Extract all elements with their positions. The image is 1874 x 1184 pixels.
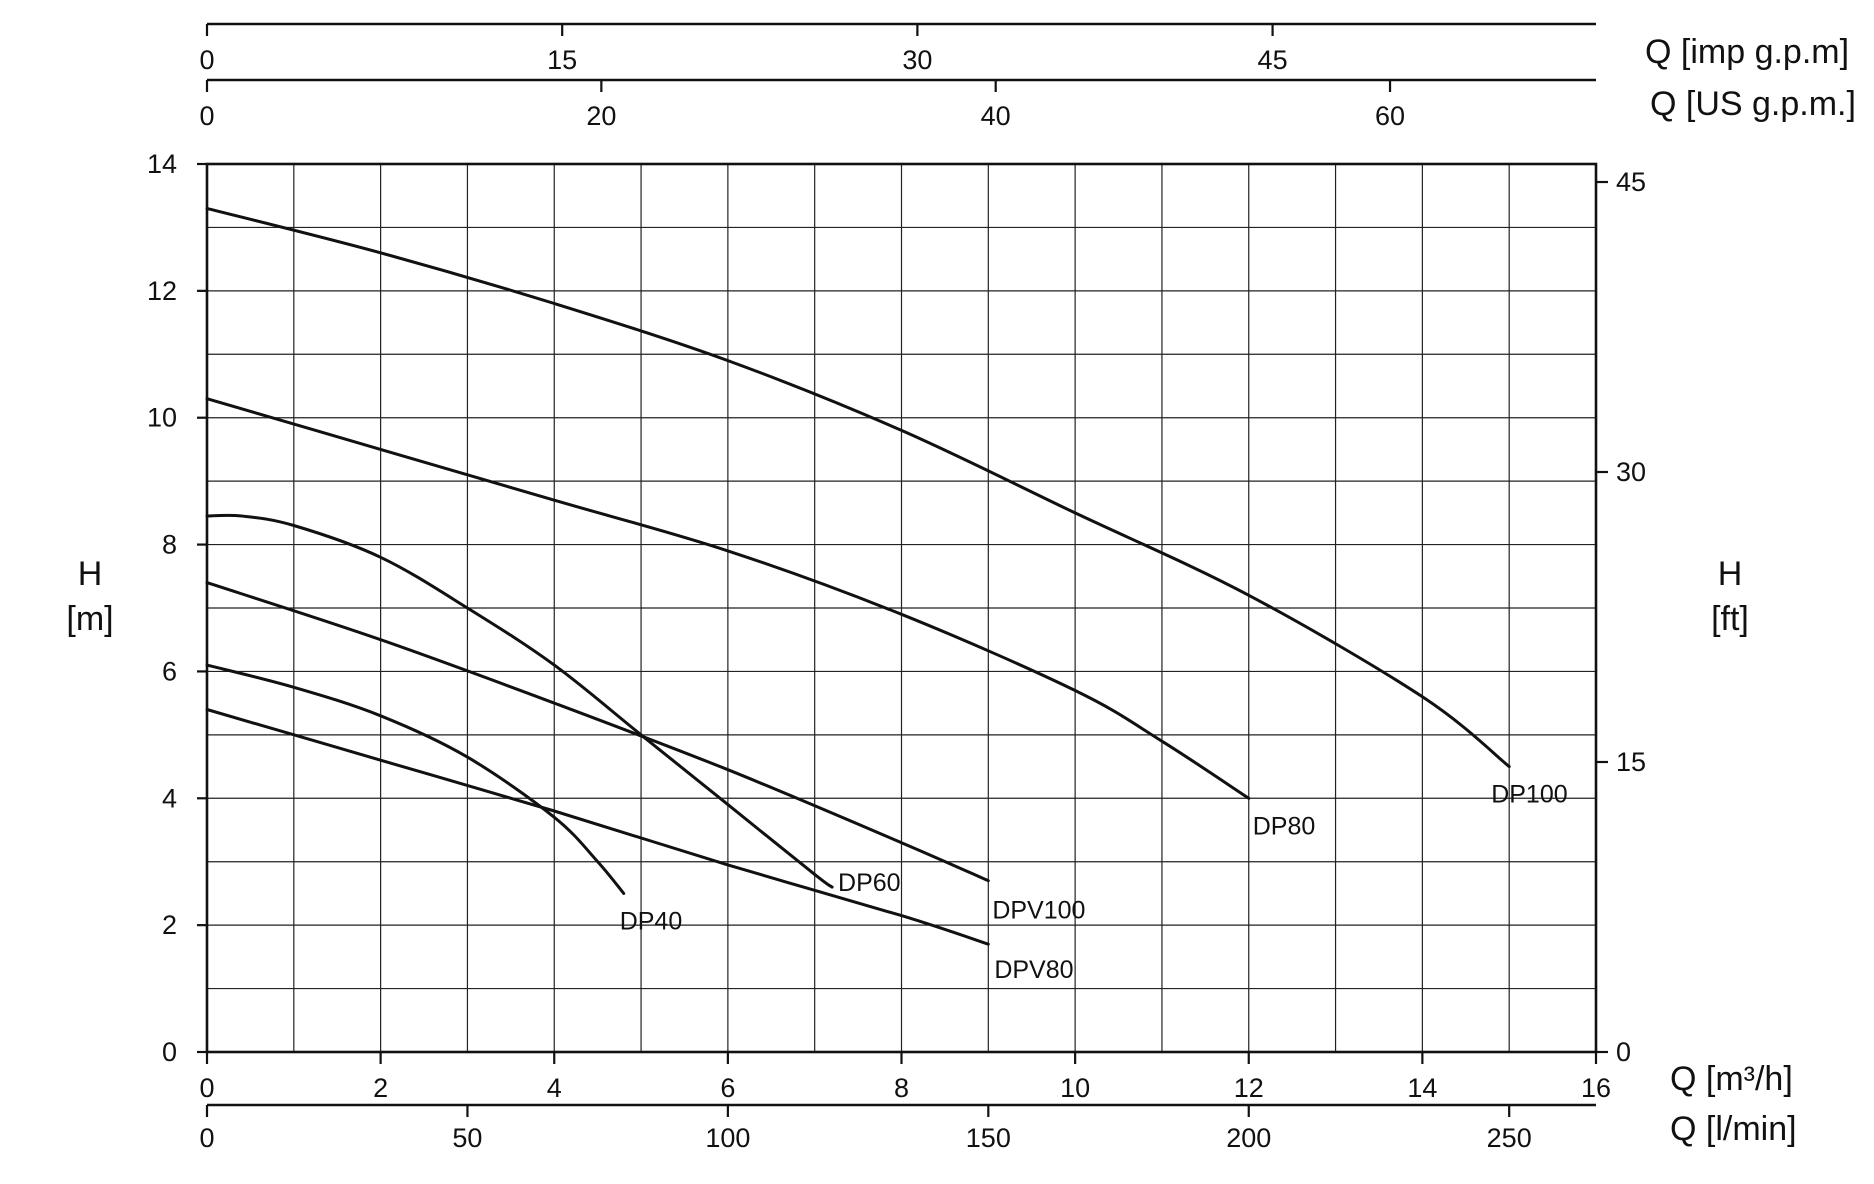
- x-tick-label-m3h: 0: [199, 1073, 214, 1103]
- curve-dp40: [205, 663, 626, 895]
- curve-dp80: [205, 397, 1251, 800]
- y-axis-title-m-symbol: H: [78, 555, 103, 593]
- y-tick-label-m: 10: [147, 403, 177, 433]
- x-tick-label-lmin: 250: [1487, 1123, 1532, 1153]
- x-tick-label-impgpm: 45: [1258, 45, 1288, 75]
- x-axis-title-lmin: Q [l/min]: [1670, 1110, 1797, 1148]
- x-tick-label-impgpm: 30: [902, 45, 932, 75]
- x-tick-label-impgpm: 15: [547, 45, 577, 75]
- x-tick-label-impgpm: 0: [199, 45, 214, 75]
- x-tick-label-lmin: 200: [1226, 1123, 1271, 1153]
- x-tick-label-lmin: 150: [966, 1123, 1011, 1153]
- y-axis-title-ft-unit: [ft]: [1711, 600, 1749, 638]
- y-tick-label-ft: 0: [1616, 1037, 1631, 1067]
- y-tick-label-ft: 15: [1616, 747, 1646, 777]
- x-tick-label-m3h: 14: [1407, 1073, 1437, 1103]
- x-tick-label-m3h: 6: [720, 1073, 735, 1103]
- y-tick-label-ft: 45: [1616, 167, 1646, 197]
- y-axis-title-m-unit: [m]: [66, 600, 113, 638]
- curve-dp60: [205, 513, 834, 889]
- curve-label-dpv100: DPV100: [992, 897, 1085, 925]
- curve-dpv80: [205, 708, 990, 946]
- y-tick-label-m: 6: [162, 656, 177, 686]
- x-tick-label-m3h: 8: [894, 1073, 909, 1103]
- x-tick-label-usgpm: 40: [981, 101, 1011, 131]
- x-axis-title-m3h: Q [m³/h]: [1670, 1060, 1793, 1098]
- y-tick-label-m: 12: [147, 276, 177, 306]
- y-tick-label-m: 4: [162, 783, 177, 813]
- curves: DP100 DP80 DP60 DPV100 DP40 DPV80: [205, 206, 1568, 984]
- y-tick-label-m: 14: [147, 149, 177, 179]
- grid: [205, 162, 1598, 1054]
- x-axis-title-impgpm: Q [imp g.p.m]: [1645, 33, 1849, 71]
- curve-label-dpv80: DPV80: [994, 956, 1073, 984]
- x-tick-label-m3h: 10: [1060, 1073, 1090, 1103]
- curve-label-dp80: DP80: [1253, 812, 1316, 840]
- y-axis-title-ft-symbol: H: [1718, 555, 1743, 593]
- x-tick-label-m3h: 12: [1234, 1073, 1264, 1103]
- curve-label-dp40: DP40: [620, 907, 683, 935]
- y-tick-label-m: 8: [162, 530, 177, 560]
- x-tick-label-usgpm: 60: [1375, 101, 1405, 131]
- x-tick-label-m3h: 4: [547, 1073, 562, 1103]
- y-tick-label-ft: 30: [1616, 457, 1646, 487]
- curve-dpv100: [205, 581, 990, 883]
- x-axis-title-usgpm: Q [US g.p.m.]: [1650, 85, 1856, 123]
- curve-label-dp60: DP60: [838, 869, 901, 897]
- x-tick-label-lmin: 0: [199, 1123, 214, 1153]
- y-tick-label-m: 2: [162, 910, 177, 940]
- x-tick-label-lmin: 100: [705, 1123, 750, 1153]
- x-tick-label-lmin: 50: [452, 1123, 482, 1153]
- x-tick-label-m3h: 2: [373, 1073, 388, 1103]
- x-tick-label-usgpm: 0: [199, 101, 214, 131]
- curve-dp100: [205, 206, 1511, 769]
- y-tick-label-m: 0: [162, 1037, 177, 1067]
- x-tick-label-m3h: 16: [1581, 1073, 1611, 1103]
- curve-label-dp100: DP100: [1491, 781, 1567, 809]
- x-tick-label-usgpm: 20: [586, 101, 616, 131]
